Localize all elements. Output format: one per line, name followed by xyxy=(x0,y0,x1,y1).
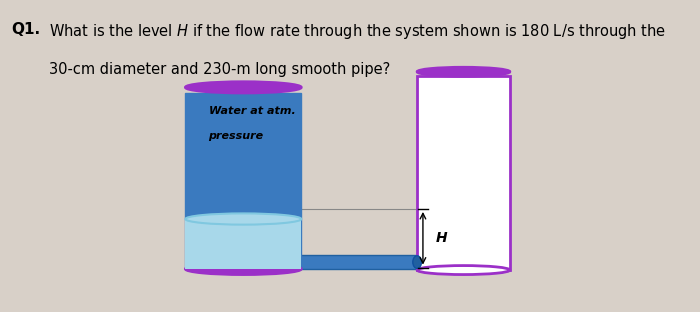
Bar xyxy=(417,76,510,270)
Text: 30-cm diameter and 230-m long smooth pipe?: 30-cm diameter and 230-m long smooth pip… xyxy=(49,62,391,77)
Text: Water at atm.: Water at atm. xyxy=(209,106,295,116)
Bar xyxy=(186,93,301,269)
Text: What is the level $H$ if the flow rate through the system shown is 180 L/s throu: What is the level $H$ if the flow rate t… xyxy=(49,22,666,41)
Ellipse shape xyxy=(186,213,301,225)
Text: pressure: pressure xyxy=(209,131,264,141)
Text: Q1.: Q1. xyxy=(12,22,41,37)
Ellipse shape xyxy=(186,263,301,275)
Bar xyxy=(191,255,417,269)
Bar xyxy=(186,219,301,269)
Text: H: H xyxy=(435,231,447,245)
Ellipse shape xyxy=(413,256,421,268)
Ellipse shape xyxy=(417,67,510,76)
Ellipse shape xyxy=(186,82,301,93)
Ellipse shape xyxy=(417,266,510,275)
